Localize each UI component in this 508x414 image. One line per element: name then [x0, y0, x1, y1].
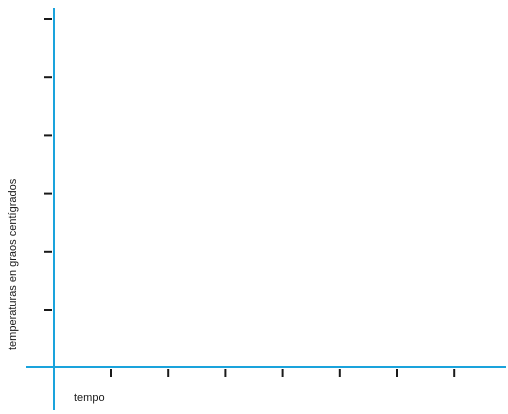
x-axis-label: tempo — [74, 392, 105, 404]
y-axis-label: temperaturas en graos centígrados — [7, 178, 19, 350]
x-axis-ticks — [110, 369, 456, 377]
y-axis-ticks — [44, 18, 52, 311]
